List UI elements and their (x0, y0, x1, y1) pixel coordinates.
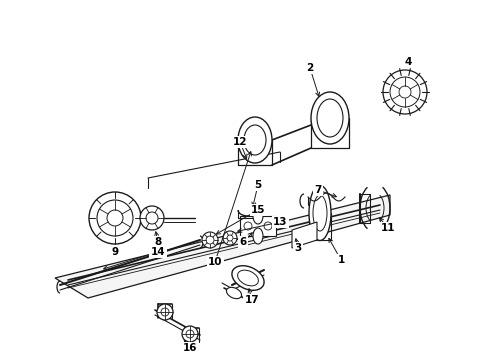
Ellipse shape (253, 228, 263, 244)
Circle shape (227, 235, 233, 241)
Text: 17: 17 (245, 295, 259, 305)
Text: 16: 16 (183, 343, 197, 353)
Circle shape (182, 326, 198, 342)
Circle shape (186, 330, 194, 338)
Circle shape (390, 77, 420, 107)
Text: 6: 6 (240, 237, 246, 247)
Text: 5: 5 (254, 180, 262, 190)
Text: 8: 8 (154, 237, 162, 247)
Ellipse shape (317, 99, 343, 137)
Text: 12: 12 (233, 137, 247, 147)
Ellipse shape (253, 208, 263, 224)
Text: 3: 3 (294, 243, 302, 253)
Text: 14: 14 (151, 247, 165, 257)
Circle shape (244, 222, 252, 230)
Ellipse shape (232, 266, 264, 290)
Text: 10: 10 (208, 257, 222, 267)
Ellipse shape (313, 195, 327, 231)
Text: 1: 1 (338, 255, 344, 265)
Circle shape (140, 206, 164, 230)
Ellipse shape (244, 125, 266, 155)
Ellipse shape (226, 287, 242, 299)
Polygon shape (240, 216, 276, 236)
Circle shape (161, 308, 169, 316)
Text: 4: 4 (404, 57, 412, 67)
Text: 9: 9 (111, 247, 119, 257)
Circle shape (383, 70, 427, 114)
Circle shape (146, 212, 158, 224)
Circle shape (157, 304, 173, 320)
Circle shape (399, 86, 411, 98)
Polygon shape (55, 195, 390, 298)
Circle shape (89, 192, 141, 244)
Circle shape (202, 232, 218, 248)
Text: 15: 15 (251, 205, 265, 215)
Ellipse shape (309, 185, 331, 240)
Ellipse shape (238, 117, 272, 163)
Circle shape (206, 236, 214, 244)
Text: 2: 2 (306, 63, 314, 73)
Circle shape (97, 200, 133, 236)
Text: 7: 7 (314, 185, 322, 195)
Text: 11: 11 (381, 223, 395, 233)
Polygon shape (292, 222, 317, 248)
Ellipse shape (311, 92, 349, 144)
Circle shape (223, 231, 237, 245)
Text: 13: 13 (273, 217, 287, 227)
Circle shape (107, 210, 123, 226)
Circle shape (264, 222, 272, 230)
Ellipse shape (238, 270, 258, 286)
